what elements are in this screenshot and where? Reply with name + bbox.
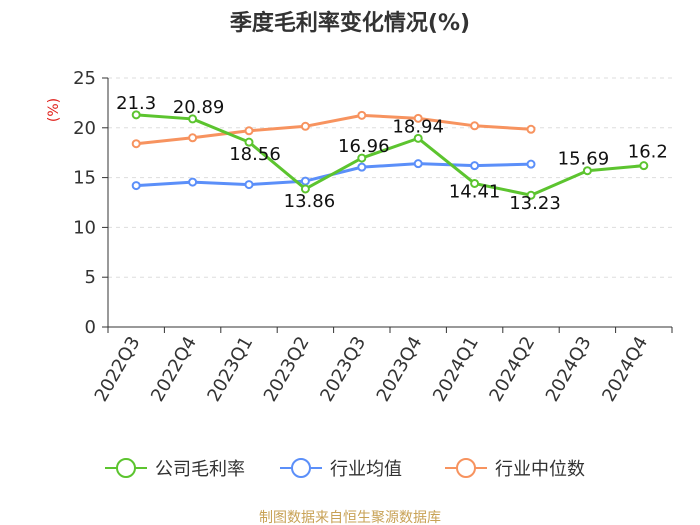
data-label: 18.94 [392,116,444,137]
y-tick-label: 0 [85,317,96,338]
legend-marker [116,458,136,478]
y-tick-label: 10 [73,217,96,238]
x-tick-label: 2023Q4 [373,333,427,405]
data-label: 14.41 [449,181,501,202]
data-point [470,161,480,171]
y-tick-label: 20 [73,118,96,139]
data-label: 13.86 [284,191,336,212]
legend-label: 公司毛利率 [155,459,245,480]
data-label: 20.89 [173,97,225,118]
x-tick-label: 2023Q2 [260,333,314,405]
data-point [413,159,423,169]
data-point [413,133,423,143]
data-point [300,121,310,131]
data-point [526,190,536,200]
series-line [136,113,644,197]
data-point [244,126,254,136]
data-label: 16.2 [628,142,668,163]
data-point [639,161,649,171]
chart-title: 季度毛利率变化情况(%) [230,10,470,36]
data-point [357,153,367,163]
y-tick-label: 25 [73,68,96,89]
x-tick-label: 2023Q3 [316,333,370,405]
data-point [413,113,423,123]
x-tick-label: 2024Q4 [598,333,652,405]
data-point [300,176,310,186]
data-point [131,110,141,120]
data-point [582,166,592,176]
x-tick-label: 2022Q4 [147,333,201,405]
axes: 0 5 10 15 20 25 2022Q3 2022Q4 2023Q1 2023Q2 2023Q3… [73,68,673,405]
legend-marker [291,458,311,478]
legend-label: 行业中位数 [495,459,585,480]
data-point [188,114,198,124]
source-note: 制图数据来自恒生聚源数据库 [259,510,441,525]
grid [108,77,672,278]
data-label: 16.96 [338,136,390,157]
data-point [244,180,254,190]
x-tick-label: 2024Q1 [429,333,483,405]
legend: 公司毛利率 行业均值 行业中位数 [105,458,585,480]
data-point [470,178,480,188]
legend-marker [456,458,476,478]
x-tick-label: 2024Q2 [485,333,539,405]
data-point [470,121,480,131]
x-tick-label: 2024Q3 [542,333,596,405]
y-axis-label: (%) [46,98,62,122]
data-label: 13.23 [509,193,561,214]
data-point [357,110,367,120]
data-point [526,159,536,169]
legend-label: 行业均值 [330,459,402,480]
data-point [357,162,367,172]
data-point [526,124,536,134]
series-line [136,113,532,146]
data-point [188,177,198,187]
data-point [244,137,254,147]
x-tick-label: 2022Q3 [91,333,145,405]
y-tick-label: 5 [85,267,96,288]
data-label: 21.3 [116,93,156,114]
data-point [131,181,141,191]
y-tick-label: 15 [73,168,96,189]
data-point [188,133,198,143]
data-label: 15.69 [558,149,610,170]
data-point [300,184,310,194]
data-label: 18.56 [229,144,281,165]
x-tick-label: 2023Q1 [203,333,257,405]
series-layer [131,110,649,200]
data-point [131,139,141,149]
